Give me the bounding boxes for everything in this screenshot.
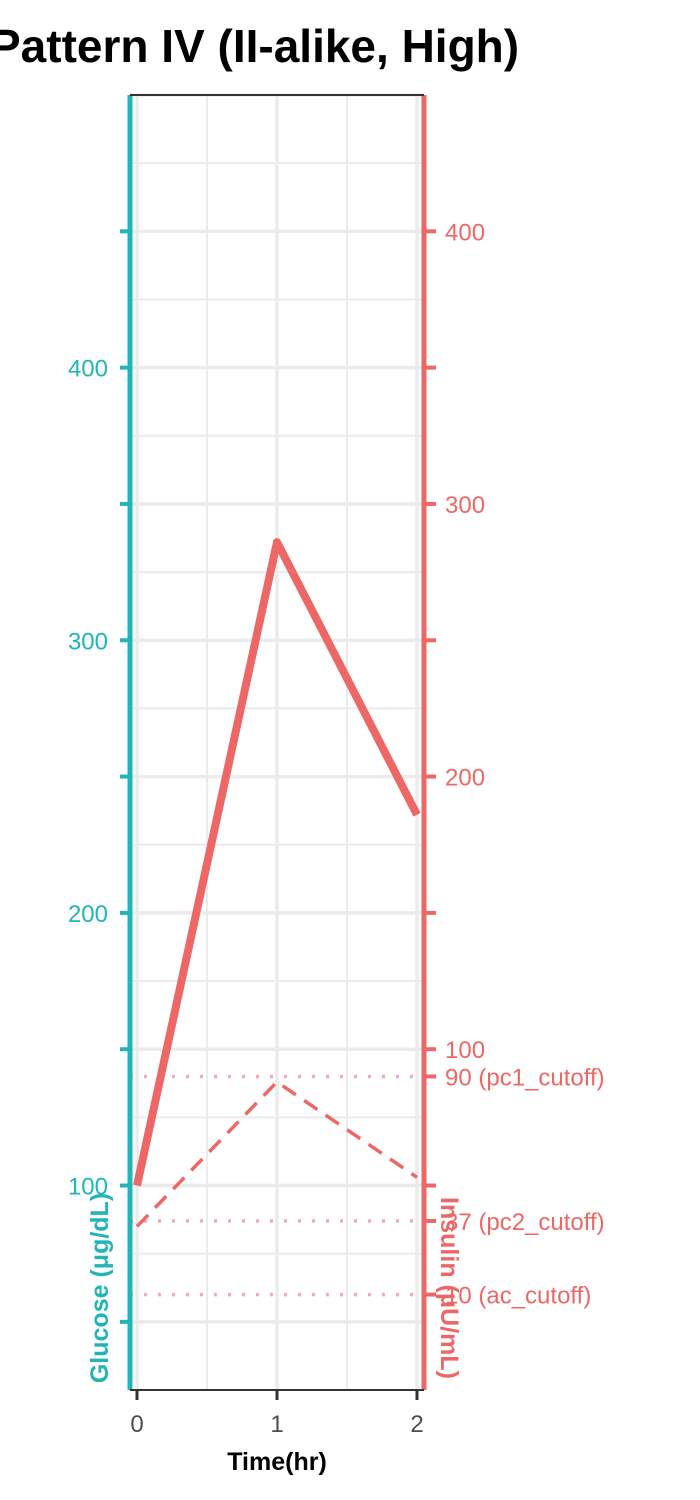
left-tick-label: 200: [68, 901, 108, 928]
grid-lines: [130, 93, 424, 1391]
axes: [120, 94, 436, 1400]
cutoff-label: 37 (pc2_cutoff): [445, 1209, 605, 1236]
left-tick-label: 400: [68, 356, 108, 383]
left-tick-label: 300: [68, 628, 108, 655]
cutoff-label: 90 (pc1_cutoff): [445, 1064, 605, 1091]
tick-labels: 100 200 300 400 100 200 300 400 90 (pc1_cutoff) 3…: [68, 219, 605, 1438]
x-tick-label: 2: [410, 1411, 423, 1438]
right-axis-title: Insulin (μU/mL): [435, 1197, 463, 1379]
left-axis-title: Glucose (μg/dL): [86, 1193, 114, 1383]
data-series: [133, 538, 421, 1228]
x-axis-title: Time(hr): [227, 1448, 327, 1476]
chart-title: Pattern IV (II-alike, High): [0, 20, 519, 72]
right-tick-label: 400: [445, 219, 485, 246]
right-tick-label: 200: [445, 765, 485, 792]
x-tick-label: 0: [130, 1411, 143, 1438]
cutoff-label: 10 (ac_cutoff): [445, 1283, 591, 1310]
right-tick-label: 100: [445, 1037, 485, 1064]
series-line-dashed: [135, 1080, 418, 1228]
x-tick-label: 1: [270, 1411, 283, 1438]
right-tick-label: 300: [445, 492, 485, 519]
left-tick-label: 100: [68, 1174, 108, 1201]
